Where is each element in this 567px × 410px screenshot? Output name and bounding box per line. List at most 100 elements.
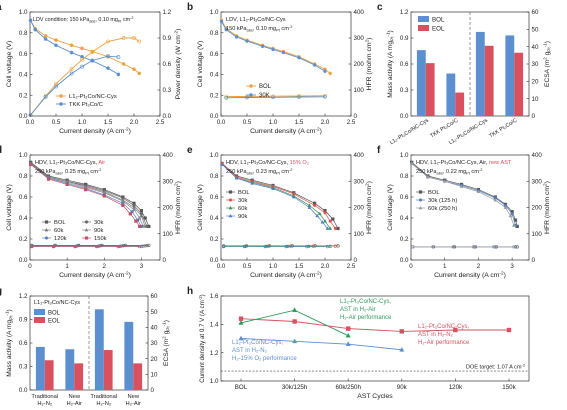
- y-tick-label: 1.2: [400, 9, 409, 16]
- data-point: [292, 338, 298, 344]
- data-point: [459, 184, 464, 188]
- x-tick-label: 30k/125h: [282, 384, 308, 391]
- category-label: L1₂-Pt₃Co/NC-Cys: [389, 117, 430, 146]
- legend-marker: [44, 220, 49, 224]
- data-point: [399, 347, 405, 352]
- hfr-line: [226, 95, 326, 97]
- data-point: [238, 320, 244, 325]
- series-label: L1₂-Pt₃Co/NC-Cys,: [418, 324, 469, 330]
- data-point: [317, 211, 322, 216]
- power-density-line: [30, 55, 119, 116]
- x-tick-label: 1.5: [295, 119, 304, 126]
- hfr-point: [224, 94, 228, 99]
- data-point: [260, 44, 265, 49]
- series-label: L1₂-Pt₃Co/NC-Cys,: [340, 299, 391, 305]
- legend-marker: [59, 102, 63, 106]
- y-tick-label: 0.6: [19, 340, 28, 347]
- y-tick-label: 0.0: [210, 113, 219, 120]
- y-tick-label: 0.0: [210, 257, 219, 264]
- data-point: [331, 217, 335, 221]
- panel-e: 0.0 0.5 1.0 1.5 2.0 2.5 0.0 0.2 0.4 0.6 0.8 1.0 0 100…: [187, 145, 373, 279]
- x-tick-label: 0.5: [52, 119, 61, 126]
- y-tick-label: 0.2: [19, 92, 28, 99]
- y2-tick-label: 1.2: [163, 9, 172, 16]
- data-point: [250, 181, 255, 185]
- data-point: [80, 46, 84, 51]
- data-point: [54, 43, 58, 48]
- data-point: [503, 205, 508, 209]
- y-tick-label: 0.0: [19, 257, 28, 264]
- y2-tick-label: 0.6: [163, 61, 172, 68]
- annotation: HDV, L1₂-Pt₃Co/NC-Cys, 15% O₂: [226, 160, 309, 166]
- data-point: [493, 198, 498, 202]
- data-point: [291, 194, 296, 199]
- x-tick-label: 0: [409, 263, 413, 270]
- legend-label: BOL: [259, 84, 272, 90]
- data-point: [121, 62, 126, 66]
- legend-marker: [59, 94, 63, 98]
- power-density-point: [80, 57, 84, 62]
- y-tick-label: 0.6: [400, 61, 409, 68]
- bar: [514, 52, 524, 116]
- panel-label: b: [187, 2, 193, 13]
- y-tick-label: 1.0: [19, 152, 28, 159]
- series-label: AST in H₂-N₂: [418, 332, 454, 338]
- power-density-point: [28, 113, 33, 118]
- annotation: 150 kPaabs, 0.10 mgPt cm-2: [226, 24, 292, 32]
- power-density-point: [43, 95, 48, 99]
- y-tick-label: 0.3: [19, 364, 28, 371]
- hfr-point: [143, 244, 147, 248]
- hfr-point: [297, 94, 301, 98]
- x-tick-label: 150k: [502, 384, 516, 391]
- y2-tick-label: 200: [354, 61, 365, 68]
- y-tick-label: 0.2: [19, 236, 28, 243]
- y-axis-label: Cell voltage (V): [6, 41, 13, 87]
- legend-label: BOL: [428, 190, 440, 196]
- data-point: [508, 213, 513, 218]
- data-point: [323, 211, 327, 215]
- legend-label: 150k: [94, 236, 107, 242]
- bar: [124, 321, 134, 390]
- y2-tick-label: 100: [532, 231, 543, 238]
- x-tick-label: 1.0: [269, 119, 278, 126]
- hfr-point: [492, 245, 496, 249]
- power-density-point: [90, 49, 95, 54]
- y2-tick-label: 40: [151, 325, 158, 332]
- annotation: LDV condition: 150 kPaabs, 0.10 mgPt cm-…: [33, 16, 134, 23]
- hfr-point: [222, 245, 226, 249]
- x-axis-label: Current density (A cm-2): [250, 127, 322, 135]
- category-label: Traditional: [31, 394, 58, 400]
- y-axis-label: Current density at 0.7 V (A cm-2): [198, 294, 206, 382]
- hfr-point: [242, 245, 246, 249]
- legend-label: EOL: [432, 26, 445, 33]
- data-point: [28, 18, 33, 23]
- hfr-point: [431, 245, 435, 249]
- y-tick-label: 0.8: [19, 30, 28, 37]
- hfr-point: [139, 244, 144, 248]
- power-density-point: [137, 39, 142, 44]
- y-tick-label: 1.4: [210, 322, 219, 329]
- y2-tick-label: 400: [354, 152, 365, 159]
- y-tick-label: 1.0: [210, 9, 219, 16]
- panel-h: 1.0 1.2 1.4 1.6 BOL 30k/125h 60k/250h 90k 120k 15…: [187, 286, 530, 400]
- y2-axis-label: HFR (mohm cm2): [365, 181, 373, 234]
- legend-label: 30K: [259, 93, 270, 99]
- panel-label: e: [187, 145, 193, 156]
- category-label: New: [127, 394, 139, 400]
- data-point: [476, 189, 481, 194]
- y-axis-label: Mass activity (A mgPt-1): [386, 30, 395, 97]
- y-tick-label: 0.8: [210, 173, 219, 180]
- data-point: [325, 226, 330, 230]
- y-tick-label: 0.3: [400, 87, 409, 94]
- legend-marker: [84, 227, 89, 232]
- power-density-point: [69, 67, 74, 72]
- legend-swatch: [34, 309, 45, 315]
- x-tick-label: BOL: [235, 384, 248, 391]
- y2-tick-label: 0.9: [163, 35, 172, 42]
- hfr-point: [147, 243, 151, 247]
- y2-tick-label: 10: [151, 372, 158, 379]
- y2-tick-label: 400: [354, 9, 365, 16]
- bar: [103, 350, 113, 390]
- bar: [425, 63, 435, 116]
- x-tick-label: 0.5: [243, 263, 252, 270]
